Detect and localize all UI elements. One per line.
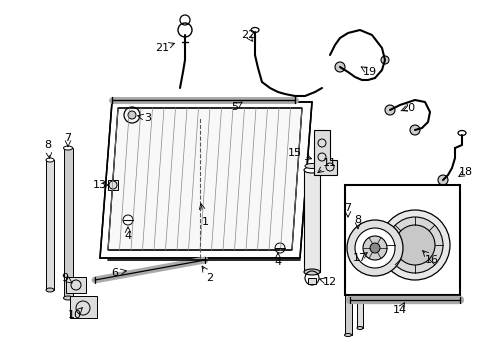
Text: 17: 17	[352, 253, 366, 263]
Bar	[345, 215, 351, 335]
Text: 8: 8	[44, 140, 51, 150]
Circle shape	[128, 111, 136, 119]
Text: 18: 18	[458, 167, 472, 177]
Ellipse shape	[344, 333, 351, 337]
Ellipse shape	[356, 226, 362, 230]
Bar	[304, 170, 319, 272]
Circle shape	[409, 125, 419, 135]
Text: 16: 16	[424, 255, 438, 265]
Text: 8: 8	[354, 215, 361, 225]
Text: 2: 2	[206, 273, 213, 283]
Text: 3: 3	[144, 113, 151, 123]
Polygon shape	[66, 277, 86, 293]
Ellipse shape	[344, 213, 351, 216]
Circle shape	[346, 220, 402, 276]
Ellipse shape	[304, 269, 319, 275]
Text: 4: 4	[124, 231, 131, 241]
Text: 14: 14	[392, 305, 406, 315]
Bar	[108, 180, 118, 190]
Circle shape	[354, 228, 394, 268]
Text: 21: 21	[155, 43, 169, 53]
Bar	[356, 228, 362, 328]
Text: 7: 7	[64, 133, 71, 143]
Circle shape	[386, 217, 442, 273]
Circle shape	[379, 210, 449, 280]
Text: 12: 12	[322, 277, 336, 287]
Bar	[46, 160, 54, 290]
Text: 11: 11	[323, 158, 336, 168]
Text: 19: 19	[362, 67, 376, 77]
Circle shape	[380, 56, 388, 64]
Ellipse shape	[46, 158, 54, 162]
Bar	[345, 185, 459, 295]
Text: 15: 15	[287, 148, 302, 158]
Bar	[307, 278, 315, 284]
Circle shape	[394, 225, 434, 265]
Circle shape	[369, 243, 379, 253]
Text: 22: 22	[241, 30, 255, 40]
Text: 6: 6	[111, 268, 118, 278]
Text: 13: 13	[93, 180, 107, 190]
Polygon shape	[70, 296, 97, 318]
Text: 20: 20	[400, 103, 414, 113]
Ellipse shape	[305, 163, 318, 168]
Circle shape	[384, 105, 394, 115]
Circle shape	[437, 175, 447, 185]
Ellipse shape	[304, 167, 319, 173]
Circle shape	[334, 62, 345, 72]
Ellipse shape	[63, 146, 72, 150]
Polygon shape	[313, 130, 336, 175]
Circle shape	[362, 236, 386, 260]
Bar	[64, 148, 73, 298]
Polygon shape	[108, 108, 302, 250]
Text: 10: 10	[68, 310, 82, 320]
Ellipse shape	[356, 327, 362, 329]
Text: 9: 9	[61, 273, 68, 283]
Text: 1: 1	[201, 217, 208, 227]
Ellipse shape	[46, 288, 54, 292]
Text: 7: 7	[344, 203, 351, 213]
Text: 5: 5	[231, 102, 238, 112]
Ellipse shape	[63, 296, 72, 300]
Text: 4: 4	[274, 257, 281, 267]
